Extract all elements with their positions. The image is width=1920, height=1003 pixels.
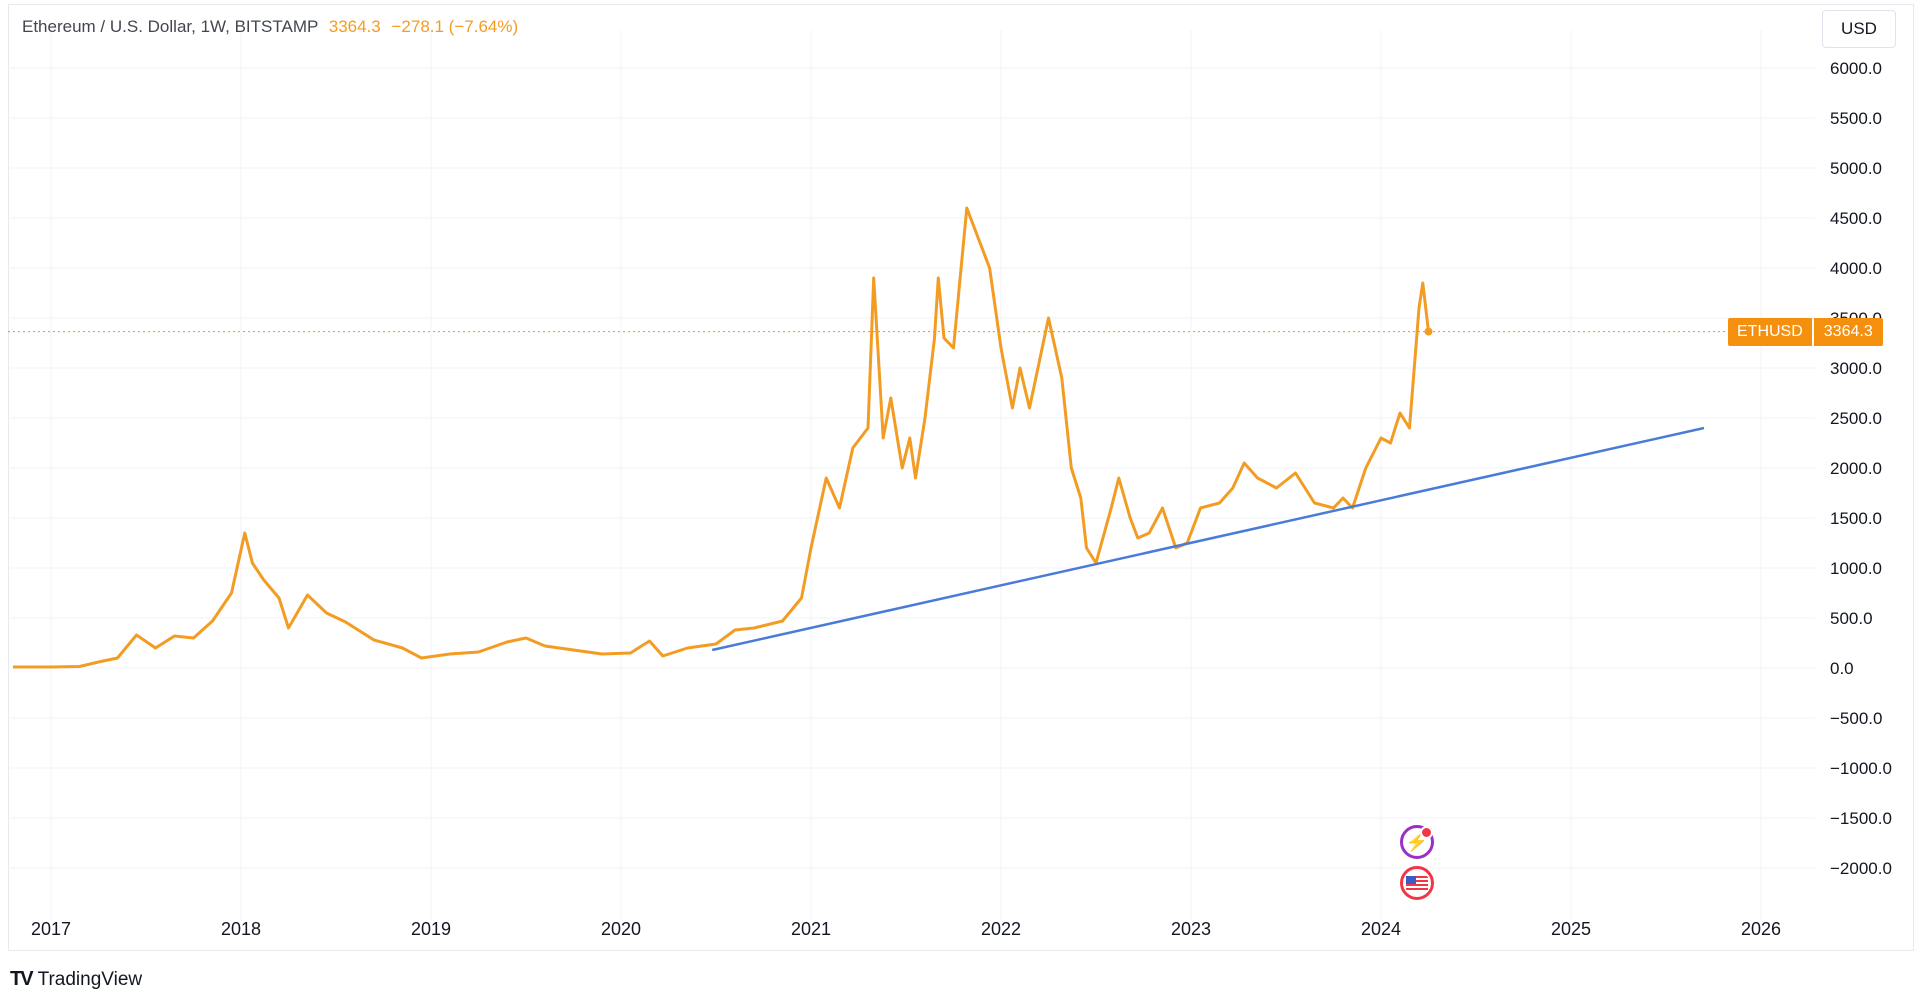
series-line-ethusd[interactable] — [13, 206, 1430, 669]
y-tick-label: 0.0 — [1830, 659, 1854, 678]
last-price-marker — [1424, 327, 1433, 336]
trend-line[interactable] — [711, 426, 1705, 652]
x-tick-label: 2025 — [1551, 919, 1591, 939]
y-tick-label: 2500.0 — [1830, 409, 1882, 428]
x-axis-labels: 2017 2018 2019 2020 2021 2022 2023 2024 2025 2026 — [31, 919, 1781, 939]
x-tick-label: 2017 — [31, 919, 71, 939]
price-label-tag: ETHUSD 3364.3 — [1728, 317, 1883, 346]
y-tick-label: −1000.0 — [1830, 759, 1892, 778]
symbol-title: Ethereum / U.S. Dollar, 1W, BITSTAMP — [22, 17, 319, 36]
brand-name: TradingView — [37, 968, 143, 990]
y-tick-label: −1500.0 — [1830, 809, 1892, 828]
tradingview-brand[interactable]: TV TradingView — [10, 968, 142, 991]
symbol-legend: Ethereum / U.S. Dollar, 1W, BITSTAMP 336… — [22, 17, 518, 37]
lightning-event-icon[interactable]: ⚡ — [1400, 825, 1434, 859]
chart-area[interactable] — [8, 4, 1914, 951]
currency-button[interactable]: USD — [1822, 10, 1896, 48]
x-tick-label: 2019 — [411, 919, 451, 939]
grid-lines — [8, 30, 1815, 920]
y-tick-label: −500.0 — [1830, 709, 1882, 728]
x-tick-label: 2022 — [981, 919, 1021, 939]
x-tick-label: 2023 — [1171, 919, 1211, 939]
y-tick-label: 4500.0 — [1830, 209, 1882, 228]
price-change: −278.1 (−7.64%) — [391, 17, 519, 36]
y-tick-label: 6000.0 — [1830, 59, 1882, 78]
last-price-value: 3364.3 — [328, 17, 381, 36]
x-tick-label: 2018 — [221, 919, 261, 939]
tradingview-logo-icon: TV — [10, 968, 34, 990]
y-tick-label: 500.0 — [1830, 609, 1873, 628]
y-tick-label: 2000.0 — [1830, 459, 1882, 478]
price-tag-value: 3364.3 — [1813, 317, 1883, 346]
notification-dot — [1420, 826, 1433, 839]
price-tag-symbol: ETHUSD — [1728, 317, 1812, 346]
y-tick-label: 3000.0 — [1830, 359, 1882, 378]
y-tick-label: 1500.0 — [1830, 509, 1882, 528]
y-tick-label: 5000.0 — [1830, 159, 1882, 178]
x-tick-label: 2020 — [601, 919, 641, 939]
x-tick-label: 2026 — [1741, 919, 1781, 939]
flag-shape — [1406, 875, 1428, 891]
x-tick-label: 2024 — [1361, 919, 1401, 939]
us-flag-event-icon[interactable] — [1400, 866, 1434, 900]
y-tick-label: 5500.0 — [1830, 109, 1882, 128]
y-tick-label: 1000.0 — [1830, 559, 1882, 578]
x-tick-label: 2021 — [791, 919, 831, 939]
y-axis-labels: 6000.05500.05000.04500.04000.03500.03000… — [1830, 59, 1892, 878]
y-tick-label: −2000.0 — [1830, 859, 1892, 878]
y-tick-label: 4000.0 — [1830, 259, 1882, 278]
series-layer — [13, 206, 1705, 669]
